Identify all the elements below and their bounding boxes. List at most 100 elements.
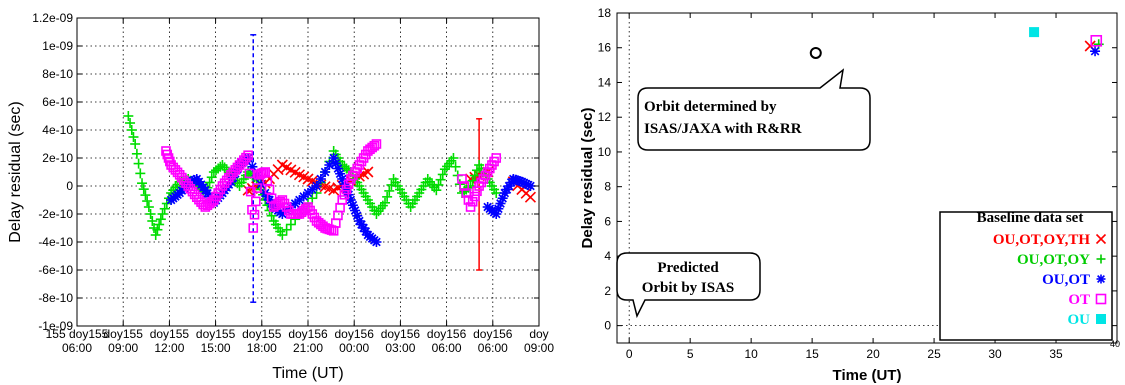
legend-label: OT — [1068, 292, 1090, 308]
series-1-point — [123, 111, 134, 121]
series-3-point — [252, 183, 262, 193]
series-2-point — [311, 181, 322, 191]
series-1-point — [380, 197, 390, 208]
left-xtick-label-bottom: 21:00 — [293, 341, 323, 355]
series-1-point — [152, 224, 163, 235]
series-1-point — [467, 175, 478, 186]
left-ytick-label: 1e-09 — [42, 39, 73, 53]
left-ytick-label: -1e-09 — [38, 319, 73, 333]
left-xtick-label-top: doy156 — [335, 327, 375, 341]
series-1-point — [147, 216, 158, 226]
series-3-point — [491, 153, 502, 163]
series-1-point — [135, 168, 146, 179]
series-3-point — [249, 209, 260, 220]
right-x-axis-label: Time (UT) — [833, 367, 902, 384]
legend-entries: OU,OT,OY,TH OU,OT,OY OU,OT OT OU — [993, 232, 1107, 328]
series-3-point — [371, 139, 382, 149]
left-xtick-label-top: doy — [529, 327, 548, 341]
right-ytick-label: 6 — [604, 214, 611, 228]
right-point-2 — [1029, 27, 1040, 38]
annotation-1-line-1: Orbit determined by — [644, 99, 777, 115]
right-ytick-label: 4 — [604, 249, 611, 263]
left-ytick-label: -8e-10 — [38, 291, 73, 305]
series-2-point — [335, 168, 346, 179]
right-xtick-label: 30 — [988, 347, 1002, 361]
left-xtick-label-bottom: 00:00 — [339, 341, 369, 355]
series-3-point — [457, 174, 467, 184]
right-y-axis-label: Delay residual (sec) — [579, 108, 596, 249]
left-xtick-label-top: doy156 — [288, 327, 328, 341]
right-point-0 — [809, 46, 822, 59]
series-1-point — [450, 161, 461, 172]
series-3-point — [248, 223, 259, 233]
series-1-point — [133, 158, 144, 169]
series-3-point — [335, 202, 345, 213]
series-1-point — [126, 125, 137, 135]
right-xtick-label: 25 — [927, 347, 941, 361]
series-1-point — [448, 153, 459, 163]
series-1-point — [433, 179, 444, 190]
right-ytick-label: 8 — [604, 180, 611, 194]
series-1-point — [307, 193, 318, 204]
annotation-predicted-orbit: Predicted Orbit by ISAS — [616, 252, 761, 319]
series-1-point — [285, 219, 296, 230]
right-ytick-label: 12 — [598, 110, 612, 124]
series-1-point — [217, 160, 228, 170]
series-1-point — [138, 184, 149, 195]
left-y-axis-label: Delay residual (sec) — [7, 101, 24, 242]
left-xtick-label-bottom: 06:00 — [432, 341, 462, 355]
left-chart: 1.2e-09 1e-09 8e-10 6e-10 4e-10 2e-10 0 -2e-10 -… — [7, 11, 554, 382]
left-xtick-label-bottom: 06:00 — [62, 341, 92, 355]
left-ytick-label: -4e-10 — [38, 235, 73, 249]
series-1-point — [431, 185, 442, 196]
series-1-point — [206, 172, 217, 183]
series-1-point — [140, 190, 151, 201]
legend-title: Baseline data set — [977, 210, 1084, 226]
series-3-point — [341, 184, 352, 195]
left-ytick-label: 1.2e-09 — [32, 11, 73, 25]
left-xtick-label-bottom: 18:00 — [247, 341, 277, 355]
series-1-point — [143, 202, 154, 212]
series-1-point — [128, 132, 139, 142]
left-x-ticks: 155 doy15506:00doy15509:00doy15512:00doy… — [46, 18, 554, 355]
series-1-point — [435, 174, 446, 185]
series-1-point — [491, 188, 502, 198]
right-ytick-label: 10 — [598, 145, 612, 159]
series-3-point — [247, 205, 257, 215]
right-ytick-label: 0 — [604, 319, 611, 333]
series-1-point — [386, 179, 397, 190]
series-2-point — [371, 237, 382, 247]
series-1-point — [469, 170, 480, 181]
left-xtick-label-bottom: 09:00 — [108, 341, 138, 355]
series-3-point — [470, 191, 480, 202]
series-3-point — [241, 152, 251, 163]
right-ytick-label: 14 — [598, 75, 612, 89]
series-1-point — [219, 162, 230, 173]
right-ytick-label: 18 — [598, 6, 612, 20]
left-xtick-label-top: doy156 — [473, 327, 513, 341]
left-x-axis-label: Time (UT) — [272, 365, 343, 382]
series-1-point — [145, 209, 156, 219]
left-ytick-label: 4e-10 — [42, 123, 73, 137]
left-xtick-label-top: doy155 — [196, 327, 236, 341]
series-1-point — [277, 230, 288, 240]
series-1-point — [266, 210, 277, 221]
series-3-point — [339, 189, 350, 200]
legend-label: OU — [1068, 312, 1091, 328]
series-1-point — [150, 230, 161, 240]
left-xtick-label-top: doy156 — [381, 327, 421, 341]
series-1-point — [137, 178, 148, 189]
series-1-point — [159, 203, 170, 214]
legend-marker — [1096, 274, 1106, 284]
series-1-point — [471, 165, 482, 176]
left-ytick-label: -2e-10 — [38, 207, 73, 221]
right-point-5 — [1090, 46, 1101, 57]
legend-marker — [1095, 293, 1107, 305]
series-1-point — [382, 191, 393, 202]
left-marks — [123, 111, 537, 247]
series-1-point — [131, 148, 142, 159]
right-x-ticks: 0 5 10 15 20 25 30 35 40 — [626, 13, 1120, 361]
left-ytick-label: -6e-10 — [38, 263, 73, 277]
series-1-point — [157, 209, 168, 219]
